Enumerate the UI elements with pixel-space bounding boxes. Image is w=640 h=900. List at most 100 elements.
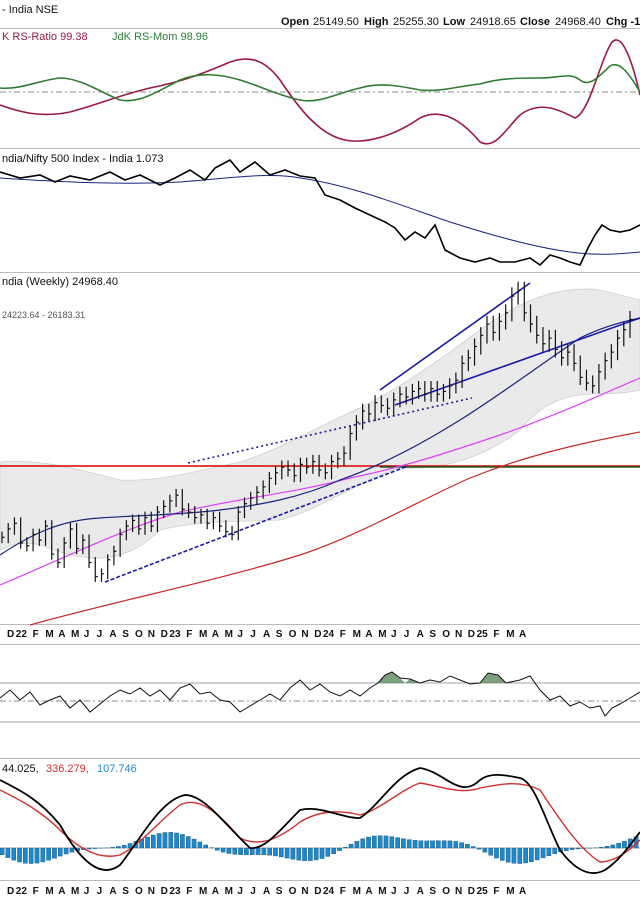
price-bar — [417, 381, 422, 399]
chart-title: - India NSE — [2, 4, 58, 16]
price-bar — [486, 315, 490, 344]
price-bar — [306, 457, 310, 474]
x-axis-label: O — [442, 629, 450, 640]
x-axis-label: A — [365, 886, 372, 897]
x-axis-label: M — [353, 886, 361, 897]
x-axis-label: M — [506, 886, 514, 897]
macd-histogram-bar — [261, 847, 267, 856]
price-bar — [548, 329, 552, 352]
macd-histogram-bar — [63, 847, 69, 855]
x-axis-label: M — [353, 629, 361, 640]
x-axis-label: J — [404, 886, 410, 897]
price-bar — [337, 452, 341, 469]
price-bar — [225, 520, 229, 538]
price-bar — [194, 505, 198, 524]
macd-histogram-bar — [377, 835, 383, 849]
relative-ma-line — [0, 174, 640, 255]
price-bar — [76, 522, 80, 555]
macd-histogram-bar — [465, 844, 470, 849]
price-bar — [200, 508, 204, 524]
price-bar — [274, 466, 279, 485]
macd-histogram-bar — [238, 847, 243, 855]
price-bar — [299, 457, 303, 483]
close-value: 24968.40 — [555, 16, 601, 28]
price-bar — [592, 375, 596, 394]
x-axis-label: F — [186, 886, 192, 897]
x-axis-label: M — [45, 629, 53, 640]
macd-histogram-bar — [215, 847, 220, 851]
price-bar — [399, 386, 403, 408]
panel-borders — [0, 28, 640, 881]
macd-histogram-bar — [453, 841, 459, 849]
macd-histogram-bar — [534, 847, 540, 861]
x-axis-label: A — [263, 886, 270, 897]
price-bar — [231, 525, 235, 541]
macd-histogram-bar — [116, 846, 121, 849]
macd-histogram-bar — [337, 847, 342, 851]
x-axis-label: N — [301, 629, 308, 640]
macd-histogram-bar — [494, 847, 499, 859]
price-bar — [38, 528, 42, 546]
macd-histogram-bar — [232, 847, 238, 855]
price-bar — [318, 454, 322, 477]
chg-label: Chg -1 — [606, 16, 640, 28]
price-bar — [355, 415, 359, 441]
x-axis-label: A — [519, 629, 526, 640]
x-axis-label: 25 — [477, 629, 489, 640]
macd-histogram-bar — [552, 847, 557, 854]
price-bar — [567, 344, 571, 366]
macd-histogram-bar — [622, 840, 627, 849]
price-bar — [430, 381, 434, 402]
price-bar — [324, 463, 328, 480]
x-axis-label: M — [506, 629, 514, 640]
macd-histogram-bar — [372, 835, 377, 849]
x-axis-label: M — [71, 886, 79, 897]
macd-histogram-bar — [145, 836, 150, 849]
x-axis-label: S — [276, 629, 283, 640]
macd-histogram-bar — [441, 840, 447, 849]
price-bar — [455, 372, 459, 394]
x-axis-label: M — [225, 629, 233, 640]
x-axis-label: 24 — [323, 629, 335, 640]
x-axis-label: D — [314, 886, 321, 897]
price-bar — [57, 548, 61, 569]
macd-line — [0, 767, 640, 874]
price-bar — [131, 514, 136, 533]
macd-histogram-bar — [46, 847, 51, 861]
macd-histogram-bar — [11, 847, 17, 861]
x-axis-main: D 22 F M A M J J A S O N D 23 F M A M J J A S O N D 24 F M A M J J A S O N D… — [7, 629, 526, 640]
x-axis-label: D — [161, 886, 168, 897]
x-axis-label: M — [71, 629, 79, 640]
x-axis-label: D — [7, 629, 14, 640]
x-axis-label: F — [493, 629, 499, 640]
macd-histogram-bar — [476, 847, 482, 850]
price-bar — [113, 545, 117, 566]
macd-histogram-bar — [110, 847, 115, 849]
macd-histogram-bar — [244, 847, 249, 855]
price-bar — [243, 497, 247, 519]
wedge-lower — [394, 317, 640, 406]
x-axis-label: M — [45, 886, 53, 897]
macd-histogram-bar — [267, 847, 272, 856]
macd-histogram-bar — [255, 847, 261, 855]
macd-histogram-bar — [436, 840, 441, 849]
macd-histogram-bar — [23, 847, 28, 864]
rrg-legend-ratio: K RS-Ratio 99.38 — [2, 31, 88, 43]
price-bar — [393, 392, 397, 416]
price-bar — [237, 505, 241, 541]
price-bar — [175, 488, 179, 508]
macd-histogram-bar — [302, 847, 307, 861]
x-axis-bottom: D 22 F M A M J J A S O N D 23 F M A M J J A S O N D 24 F M A M J J A S O N D… — [7, 886, 526, 897]
macd-histogram-bar — [348, 843, 354, 849]
x-axis-label: A — [109, 629, 116, 640]
price-bar — [449, 378, 453, 399]
price-bar — [212, 511, 216, 530]
macd-histogram-bar — [500, 847, 505, 861]
x-axis-label: O — [135, 629, 143, 640]
main-legend: ndia (Weekly) 24968.40 — [2, 276, 118, 288]
price-bar — [461, 355, 465, 388]
x-axis-label: A — [109, 886, 116, 897]
price-bar — [150, 511, 154, 533]
x-axis-label: O — [289, 886, 297, 897]
price-bar — [169, 494, 173, 513]
